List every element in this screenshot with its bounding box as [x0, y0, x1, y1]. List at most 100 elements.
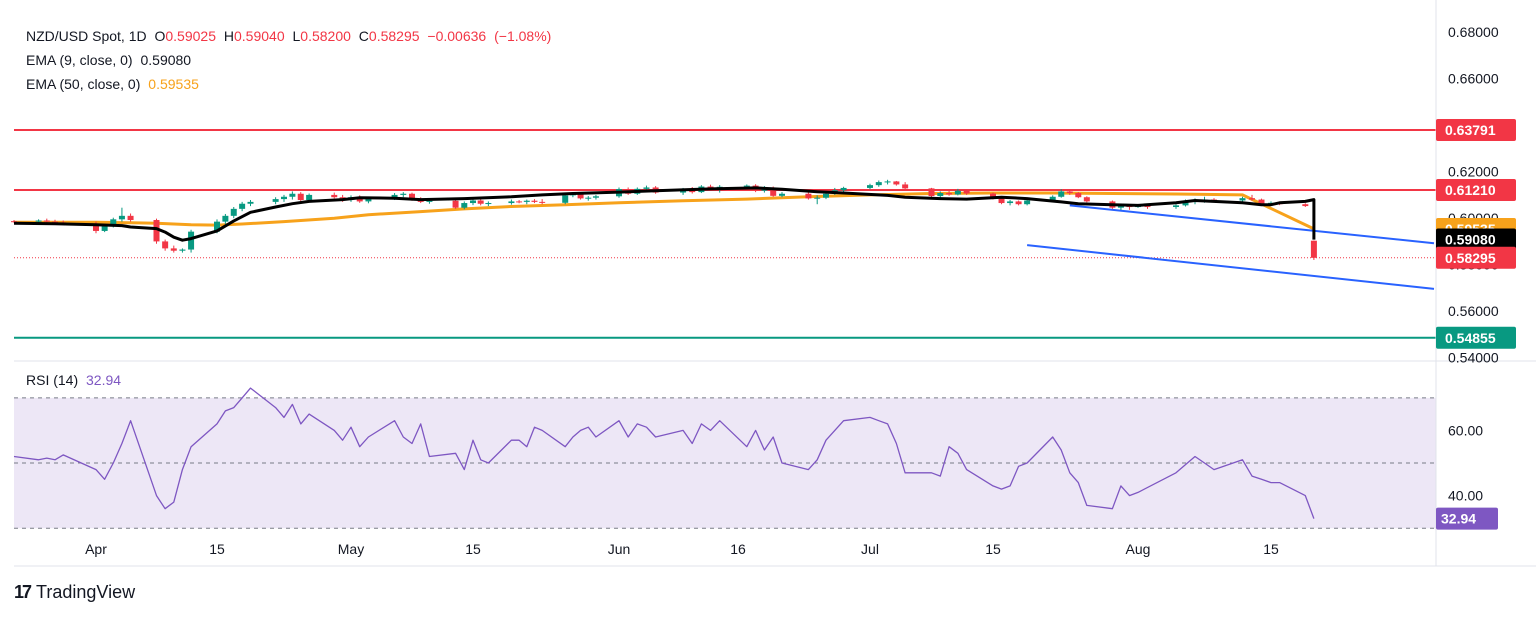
level-tag-0-text: 0.63791: [1445, 122, 1496, 138]
ohlc-legend: NZD/USD Spot, 1D O0.59025 H0.59040 L0.58…: [26, 28, 555, 44]
rsi-tick-1: 40.00: [1448, 488, 1483, 504]
candle-body-73: [893, 181, 900, 185]
candle-body-32: [409, 193, 415, 200]
candle-body-105: [1302, 204, 1309, 207]
level-tag-2-text: 0.54855: [1445, 330, 1496, 346]
rsi-tick-0: 60.00: [1448, 422, 1483, 438]
rsi-value: 32.94: [86, 372, 122, 388]
candle-body-28: [356, 197, 363, 202]
price-tick-0: 0.68000: [1448, 24, 1499, 40]
candle-body-64: [779, 193, 785, 196]
candle-body-6: [101, 225, 108, 231]
candle-body-15: [214, 221, 220, 232]
ema50-line-group: [14, 191, 1315, 231]
tradingview-brand[interactable]: 17 TradingView: [14, 582, 135, 603]
ema9-value: 0.59080: [140, 52, 192, 68]
candle-body-0: [11, 221, 17, 223]
candle-body-69: [840, 187, 847, 191]
level-tag-0-bg: [1436, 119, 1516, 142]
level-tag-2-bg: [1436, 326, 1516, 349]
rsi-line: [13, 387, 1315, 519]
candle-body-35: [452, 200, 459, 208]
candle-body-87: [1066, 191, 1073, 194]
candle-body-5: [93, 223, 99, 231]
candle-body-77: [946, 193, 953, 195]
descending-channel: [1027, 204, 1435, 290]
price-tick-7: 0.54000: [1448, 350, 1499, 366]
high-value: 0.59040: [234, 28, 285, 44]
ema50-value: 0.59535: [148, 76, 199, 92]
panel-frame: [14, 0, 1536, 567]
open-label: O: [154, 28, 166, 44]
candle-body-30: [391, 194, 398, 199]
candle-body-3: [52, 221, 58, 223]
candle-body-71: [875, 182, 882, 186]
candle-body-41: [516, 201, 523, 203]
price-tag-2-text: 0.58295: [1445, 250, 1496, 266]
price-tag-1-bg: [1436, 228, 1516, 251]
candle-body-70: [867, 185, 873, 188]
price-tag-2: 0.58295: [1436, 246, 1516, 269]
candle-body-95: [1173, 205, 1179, 207]
candle-body-36: [461, 203, 468, 208]
open-value: 0.59025: [165, 28, 216, 44]
candle-body-10: [153, 220, 160, 242]
candle-body-23: [297, 193, 304, 201]
candle-body-67: [823, 193, 829, 198]
candle-body-58: [707, 186, 714, 188]
candle-body-40: [508, 201, 515, 204]
price-tick-3: 0.62000: [1448, 164, 1499, 180]
price-axis-tags: 0.637910.612100.548550.595350.590800.582…: [1436, 119, 1516, 530]
candle-body-38: [477, 200, 484, 204]
candle-body-66: [814, 197, 821, 199]
candle-body-2: [43, 220, 50, 222]
candle-body-25: [331, 194, 338, 198]
candle-body-63: [770, 187, 777, 196]
candle-body-96: [1182, 201, 1189, 206]
rsi-tag-bg: [1436, 507, 1498, 530]
candle-body-65: [805, 193, 812, 199]
close-label: C: [358, 28, 369, 44]
ema50-line: [14, 191, 1315, 231]
candle-body-84: [1024, 200, 1031, 205]
time-tick-5: 16: [730, 541, 746, 557]
candle-body-22: [289, 193, 296, 197]
candle-body-106: [1310, 240, 1317, 258]
time-tick-4: Jun: [608, 541, 631, 557]
ema9-legend: EMA (9, close, 0) 0.59080: [26, 52, 195, 68]
symbol-title: NZD/USD Spot, 1D: [26, 28, 147, 44]
candle-body-81: [998, 198, 1005, 204]
candle-body-37: [470, 200, 476, 204]
candle-body-9: [127, 215, 134, 221]
candle-body-47: [577, 193, 584, 199]
candle-body-39: [485, 203, 492, 205]
candle-body-101: [1249, 198, 1255, 200]
time-tick-0: Apr: [85, 541, 107, 557]
candle-body-76: [937, 193, 944, 197]
candle-body-75: [928, 188, 935, 197]
time-tick-7: 15: [985, 541, 1001, 557]
candle-body-20: [272, 199, 279, 202]
time-tick-2: May: [338, 541, 364, 557]
candle-body-13: [179, 249, 186, 251]
level-tag-1: 0.61210: [1436, 179, 1516, 202]
candle-body-48: [585, 197, 592, 199]
level-tag-2: 0.54855: [1436, 326, 1516, 349]
candle-body-21: [281, 196, 287, 200]
candle-body-80: [990, 193, 996, 199]
candle-body-43: [531, 200, 538, 202]
time-tick-9: 15: [1263, 541, 1279, 557]
price-tag-1-text: 0.59080: [1445, 232, 1496, 248]
candle-body-24: [306, 194, 313, 201]
candle-body-11: [162, 241, 169, 249]
candle-body-44: [539, 201, 546, 203]
tradingview-logo-icon: 17: [14, 582, 32, 602]
change-value: −0.00636: [427, 28, 487, 44]
candle-body-18: [239, 203, 246, 209]
candle-body-8: [118, 215, 125, 220]
candle-body-72: [884, 181, 891, 183]
time-tick-8: Aug: [1126, 541, 1151, 557]
ema9-line-group: [13, 186, 1316, 242]
candle-body-82: [1007, 201, 1014, 204]
